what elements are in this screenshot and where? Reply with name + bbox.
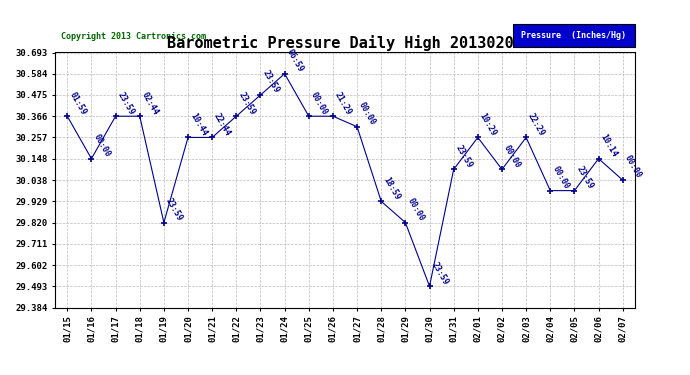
Text: 00:00: 00:00 (91, 132, 112, 159)
Text: 00:00: 00:00 (357, 100, 377, 127)
Text: 10:44: 10:44 (188, 111, 208, 137)
Text: 23:59: 23:59 (454, 143, 474, 170)
Text: 22:29: 22:29 (526, 111, 546, 137)
Text: Pressure  (Inches/Hg): Pressure (Inches/Hg) (522, 32, 627, 40)
Text: 23:59: 23:59 (164, 196, 184, 223)
Text: 00:00: 00:00 (308, 90, 329, 116)
Text: 23:59: 23:59 (260, 69, 281, 95)
Text: 21:29: 21:29 (333, 90, 353, 116)
Text: Copyright 2013 Cartronics.com: Copyright 2013 Cartronics.com (61, 32, 206, 41)
Text: 10:29: 10:29 (477, 111, 498, 137)
Text: 23:59: 23:59 (429, 260, 450, 286)
Text: 22:44: 22:44 (213, 111, 233, 137)
Text: 10:14: 10:14 (598, 132, 619, 159)
Text: 00:00: 00:00 (502, 143, 522, 170)
Text: 01:59: 01:59 (68, 90, 88, 116)
Text: 02:44: 02:44 (139, 90, 160, 116)
Text: 00:00: 00:00 (550, 165, 571, 190)
Text: 23:59: 23:59 (236, 90, 257, 116)
Title: Barometric Pressure Daily High 20130208: Barometric Pressure Daily High 20130208 (167, 35, 523, 51)
Text: 00:00: 00:00 (405, 196, 426, 223)
Text: 23:59: 23:59 (115, 90, 136, 116)
FancyBboxPatch shape (513, 24, 635, 47)
Text: 23:59: 23:59 (574, 165, 595, 190)
Text: 00:00: 00:00 (622, 154, 643, 180)
Text: 18:59: 18:59 (381, 175, 402, 201)
Text: 06:59: 06:59 (284, 48, 305, 74)
